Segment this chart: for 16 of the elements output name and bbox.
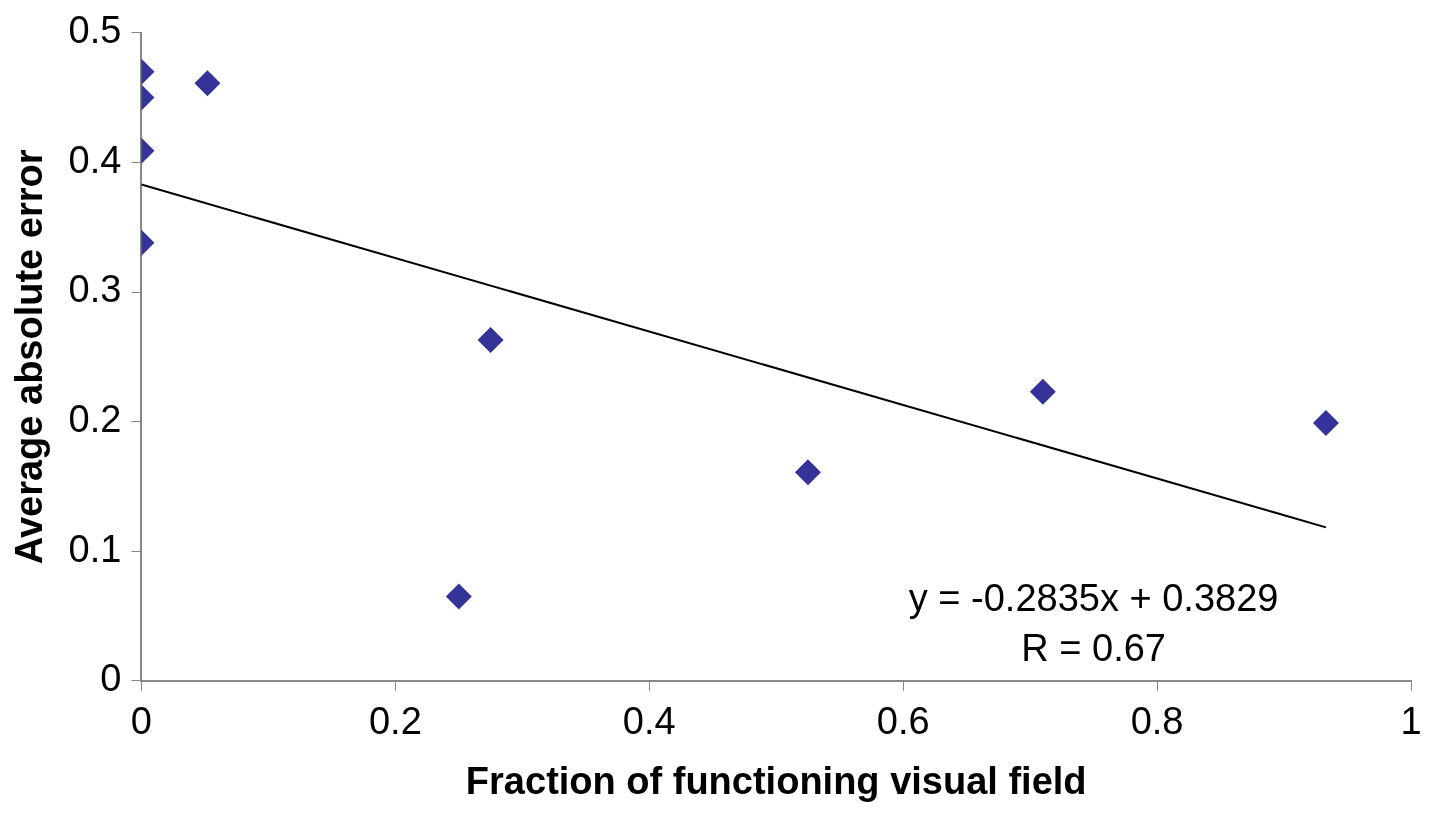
y-tick-label: 0.1	[68, 527, 122, 570]
x-tick-label: 1	[1400, 700, 1422, 743]
x-tick-label: 0.8	[1130, 700, 1184, 743]
y-tick-label: 0	[100, 657, 122, 700]
x-tick-label: 0	[130, 700, 152, 743]
y-tick-label: 0.3	[68, 268, 122, 311]
x-tick-label: 0.4	[622, 700, 676, 743]
y-tick-label: 0.4	[68, 138, 122, 181]
y-tick-label: 0.2	[68, 398, 122, 441]
annotation: y = -0.2835x + 0.3829	[908, 576, 1279, 619]
annotation: R = 0.67	[1021, 626, 1166, 669]
x-tick-label: 0.6	[876, 700, 930, 743]
y-axis-title: Average absolute error	[8, 149, 51, 565]
x-axis-title: Fraction of functioning visual field	[465, 759, 1087, 802]
x-tick-label: 0.2	[368, 700, 422, 743]
y-tick-label: 0.5	[68, 9, 122, 52]
